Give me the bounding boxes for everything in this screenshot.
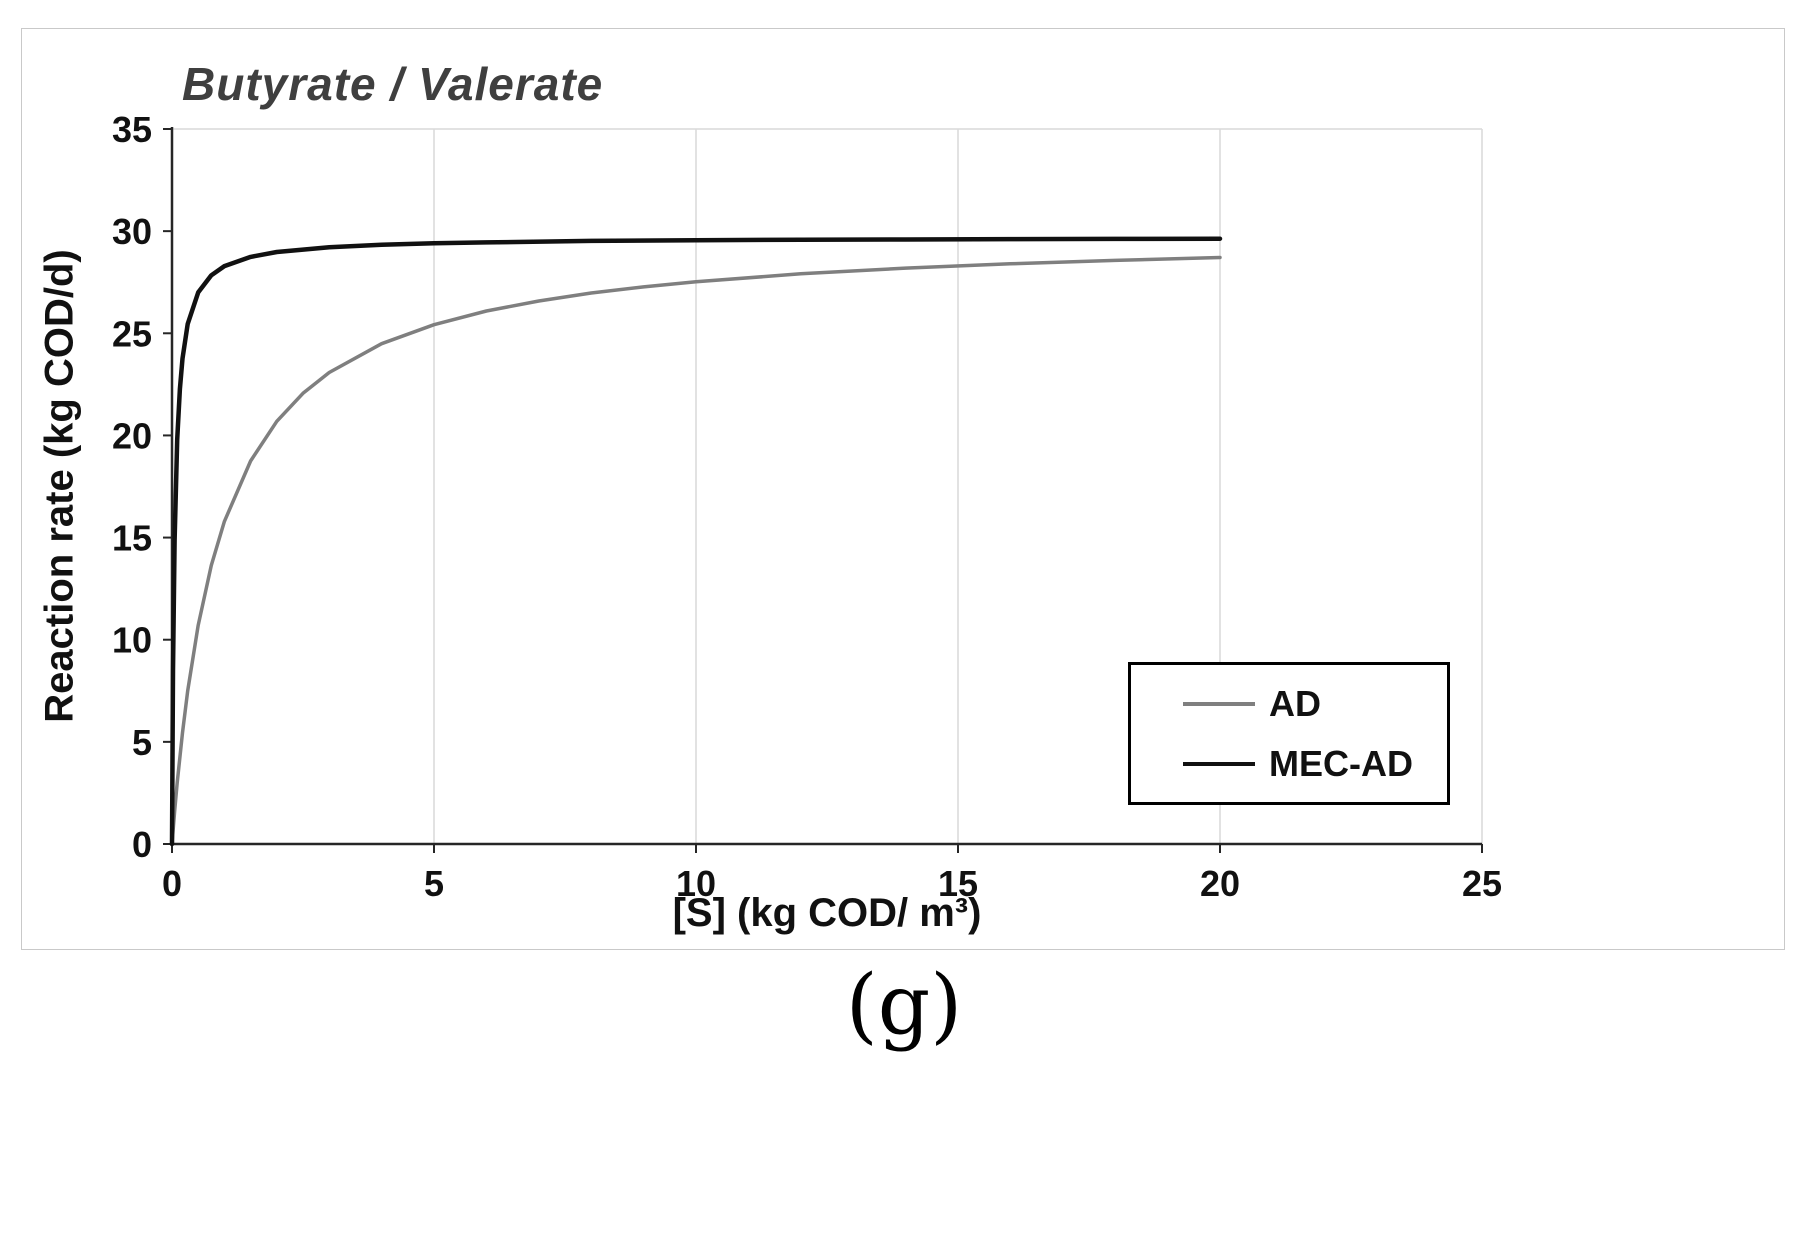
y-tick-label-15: 15 (112, 518, 152, 559)
legend-item-ad: AD (1183, 683, 1447, 725)
y-tick-label-5: 5 (132, 722, 152, 763)
legend-box: AD MEC-AD (1128, 662, 1450, 805)
legend-label-ad: AD (1269, 682, 1321, 724)
y-tick-label-30: 30 (112, 211, 152, 252)
chart-title: Butyrate / Valerate (182, 58, 604, 110)
legend-label-mec-ad: MEC-AD (1269, 742, 1413, 784)
ad-line-swatch (1183, 701, 1255, 706)
legend-item-mec-ad: MEC-AD (1183, 743, 1447, 785)
mec-ad-line-swatch (1183, 761, 1255, 766)
y-tick-label-20: 20 (112, 415, 152, 456)
y-tick-label-35: 35 (112, 109, 152, 150)
y-axis-label: Reaction rate (kg COD/d) (37, 249, 82, 723)
x-axis-label: [S] (kg COD/ m³) (672, 891, 982, 935)
x-tick-label-15: 15 (938, 863, 978, 904)
series-line-ad (170, 255, 1222, 846)
series-line-mec-ad (169, 236, 1223, 847)
x-tick-label-20: 20 (1200, 863, 1240, 904)
y-tick-label-10: 10 (112, 620, 152, 661)
y-tick-label-25: 25 (112, 313, 152, 354)
x-tick-label-25: 25 (1462, 863, 1502, 904)
x-tick-label-0: 0 (162, 863, 182, 904)
x-tick-label-10: 10 (676, 863, 716, 904)
y-tick-label-0: 0 (132, 824, 152, 865)
figure-caption: (g) (845, 958, 963, 1053)
plot-canvas: 0 5 10 15 20 25 30 35 0 5 10 15 20 25 (112, 109, 1502, 904)
chart-figure: 0 5 10 15 20 25 30 35 0 5 10 15 20 25 Butyrate / Vale… (21, 28, 1785, 950)
x-tick-label-5: 5 (424, 863, 444, 904)
